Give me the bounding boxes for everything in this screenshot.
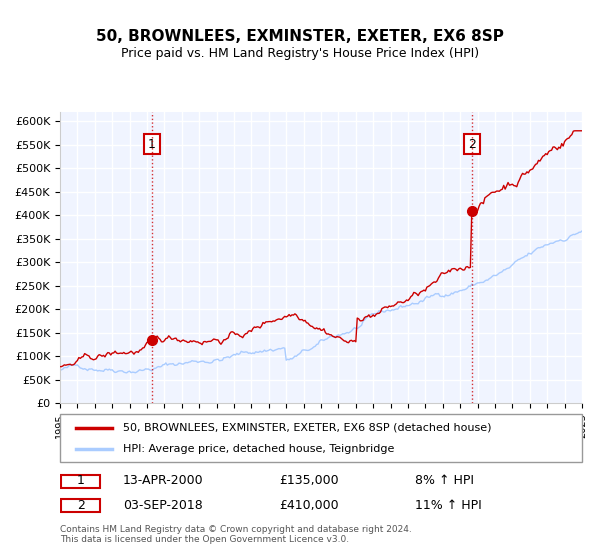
Text: 50, BROWNLEES, EXMINSTER, EXETER, EX6 8SP (detached house): 50, BROWNLEES, EXMINSTER, EXETER, EX6 8S… (122, 423, 491, 433)
Text: 2: 2 (468, 138, 476, 151)
Text: 1: 1 (77, 474, 85, 487)
FancyBboxPatch shape (61, 475, 100, 488)
Text: £410,000: £410,000 (279, 498, 339, 512)
FancyBboxPatch shape (61, 500, 100, 512)
Text: £135,000: £135,000 (279, 474, 339, 487)
Text: 8% ↑ HPI: 8% ↑ HPI (415, 474, 474, 487)
Text: Price paid vs. HM Land Registry's House Price Index (HPI): Price paid vs. HM Land Registry's House … (121, 46, 479, 60)
Text: 2: 2 (77, 498, 85, 512)
Text: 11% ↑ HPI: 11% ↑ HPI (415, 498, 482, 512)
Text: HPI: Average price, detached house, Teignbridge: HPI: Average price, detached house, Teig… (122, 444, 394, 454)
Text: 03-SEP-2018: 03-SEP-2018 (122, 498, 202, 512)
Text: Contains HM Land Registry data © Crown copyright and database right 2024.
This d: Contains HM Land Registry data © Crown c… (60, 525, 412, 544)
FancyBboxPatch shape (60, 414, 582, 462)
Text: 50, BROWNLEES, EXMINSTER, EXETER, EX6 8SP: 50, BROWNLEES, EXMINSTER, EXETER, EX6 8S… (96, 29, 504, 44)
Text: 1: 1 (148, 138, 156, 151)
Text: 13-APR-2000: 13-APR-2000 (122, 474, 203, 487)
